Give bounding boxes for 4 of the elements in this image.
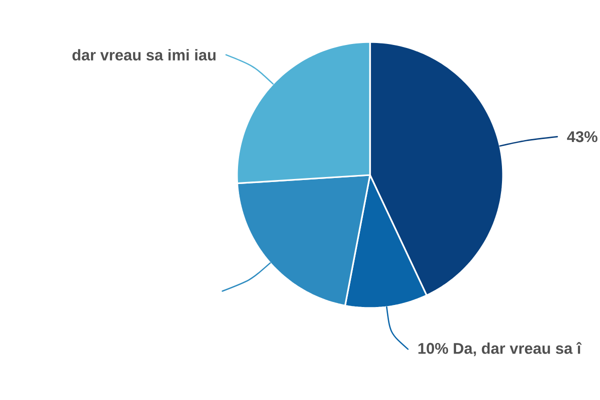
slice-label: Da, dar vreau sa î — [454, 342, 582, 356]
slice-label: dar vreau sa imi iau — [72, 49, 216, 61]
data-label: 43% — [567, 131, 598, 142]
data-label: 10% — [418, 342, 448, 354]
